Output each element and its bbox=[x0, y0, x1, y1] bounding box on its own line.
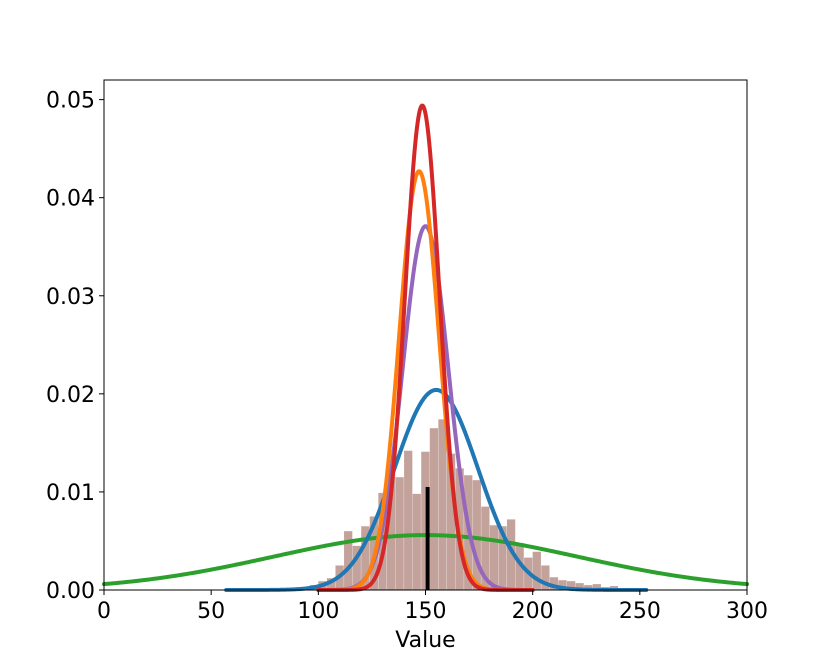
histogram-bar bbox=[489, 525, 499, 590]
histogram-bar bbox=[404, 450, 413, 590]
histogram-bar bbox=[481, 506, 490, 590]
histogram-bar bbox=[386, 470, 396, 590]
y-tick-label: 0.00 bbox=[46, 579, 95, 604]
y-tick-label: 0.03 bbox=[46, 285, 95, 310]
y-tick-label: 0.02 bbox=[46, 383, 95, 408]
histogram-bar bbox=[584, 585, 593, 590]
x-tick-label: 0 bbox=[97, 599, 111, 624]
histogram-bar bbox=[592, 584, 601, 590]
histogram-bar bbox=[566, 581, 576, 590]
histogram-bar bbox=[429, 428, 439, 590]
histogram-bar bbox=[395, 477, 404, 590]
histogram-bar bbox=[575, 583, 584, 590]
x-tick-label: 250 bbox=[619, 599, 661, 624]
y-axis: 0.00 0.01 0.02 0.03 0.04 0.05 bbox=[46, 89, 104, 604]
y-tick-label: 0.04 bbox=[46, 187, 95, 212]
histogram-bar bbox=[352, 545, 361, 590]
x-tick-label: 150 bbox=[405, 599, 447, 624]
y-tick-label: 0.01 bbox=[46, 481, 95, 506]
histogram-bar bbox=[438, 419, 447, 590]
x-axis-label: Value bbox=[395, 628, 455, 653]
histogram-bar bbox=[498, 526, 507, 590]
histogram-bar bbox=[378, 492, 387, 590]
histogram-bar bbox=[344, 531, 353, 590]
histogram bbox=[301, 419, 627, 590]
histogram-bar bbox=[472, 480, 481, 590]
x-tick-label: 200 bbox=[512, 599, 554, 624]
y-tick-label: 0.05 bbox=[46, 89, 95, 114]
histogram-bar bbox=[549, 577, 559, 590]
histogram-bar bbox=[515, 542, 524, 590]
series-line bbox=[224, 387, 649, 592]
histogram-bar bbox=[361, 526, 370, 590]
x-tick-label: 50 bbox=[197, 599, 225, 624]
series-line bbox=[102, 533, 749, 587]
x-axis: 0 50 100 150 200 250 300 bbox=[97, 590, 768, 624]
histogram-bar bbox=[532, 551, 541, 590]
histogram-bar bbox=[558, 580, 567, 590]
x-tick-label: 300 bbox=[726, 599, 768, 624]
histogram-bar bbox=[421, 451, 430, 590]
histogram-bar bbox=[446, 453, 456, 590]
histogram-bar bbox=[506, 519, 516, 590]
histogram-bar bbox=[412, 493, 421, 590]
x-tick-label: 100 bbox=[297, 599, 339, 624]
histogram-bar bbox=[541, 565, 550, 590]
histogram-bar bbox=[326, 578, 336, 590]
